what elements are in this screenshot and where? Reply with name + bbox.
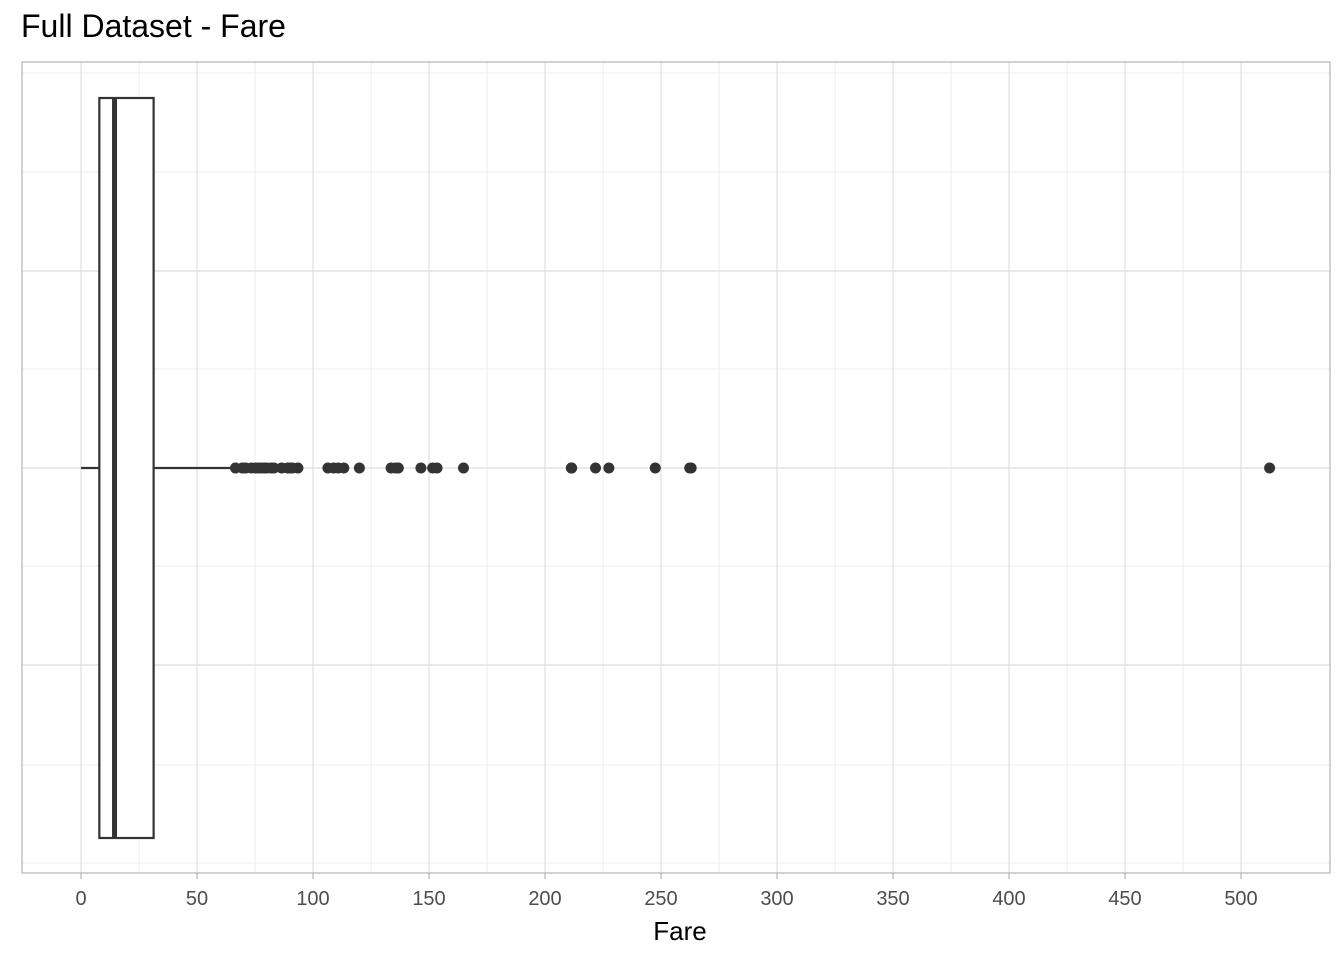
- x-tick-label: 300: [760, 888, 793, 910]
- outlier-point: [415, 462, 427, 474]
- x-tick-label: 0: [75, 888, 86, 910]
- outlier-point: [292, 462, 304, 474]
- outlier-point: [392, 462, 404, 474]
- outlier-point: [338, 462, 350, 474]
- x-tick-label: 450: [1108, 888, 1141, 910]
- x-axis-title: Fare: [653, 916, 706, 946]
- x-tick-label: 150: [412, 888, 445, 910]
- iqr-box: [98, 96, 155, 840]
- x-tick-label: 250: [644, 888, 677, 910]
- x-tick-label: 200: [528, 888, 561, 910]
- outlier-point: [590, 462, 602, 474]
- outlier-point: [685, 462, 697, 474]
- outlier-point: [431, 462, 443, 474]
- outlier-point: [268, 462, 280, 474]
- boxplot: [81, 96, 236, 840]
- x-tick-label: 100: [296, 888, 329, 910]
- outlier-point: [566, 462, 578, 474]
- outlier-point: [457, 462, 469, 474]
- x-tick-label: 500: [1224, 888, 1257, 910]
- outlier-point: [1264, 462, 1276, 474]
- x-tick-label: 350: [876, 888, 909, 910]
- chart-title: Full Dataset - Fare: [21, 8, 286, 44]
- outlier-point: [603, 462, 615, 474]
- outlier-point: [353, 462, 365, 474]
- x-axis-ticks: 0 50 100 150 200 250 300 350 400 450 500: [75, 873, 1258, 910]
- x-tick-label: 400: [992, 888, 1025, 910]
- panel-border: [21, 61, 1331, 874]
- x-tick-label: 50: [186, 888, 208, 910]
- outlier-points: [230, 462, 1276, 474]
- outlier-point: [649, 462, 661, 474]
